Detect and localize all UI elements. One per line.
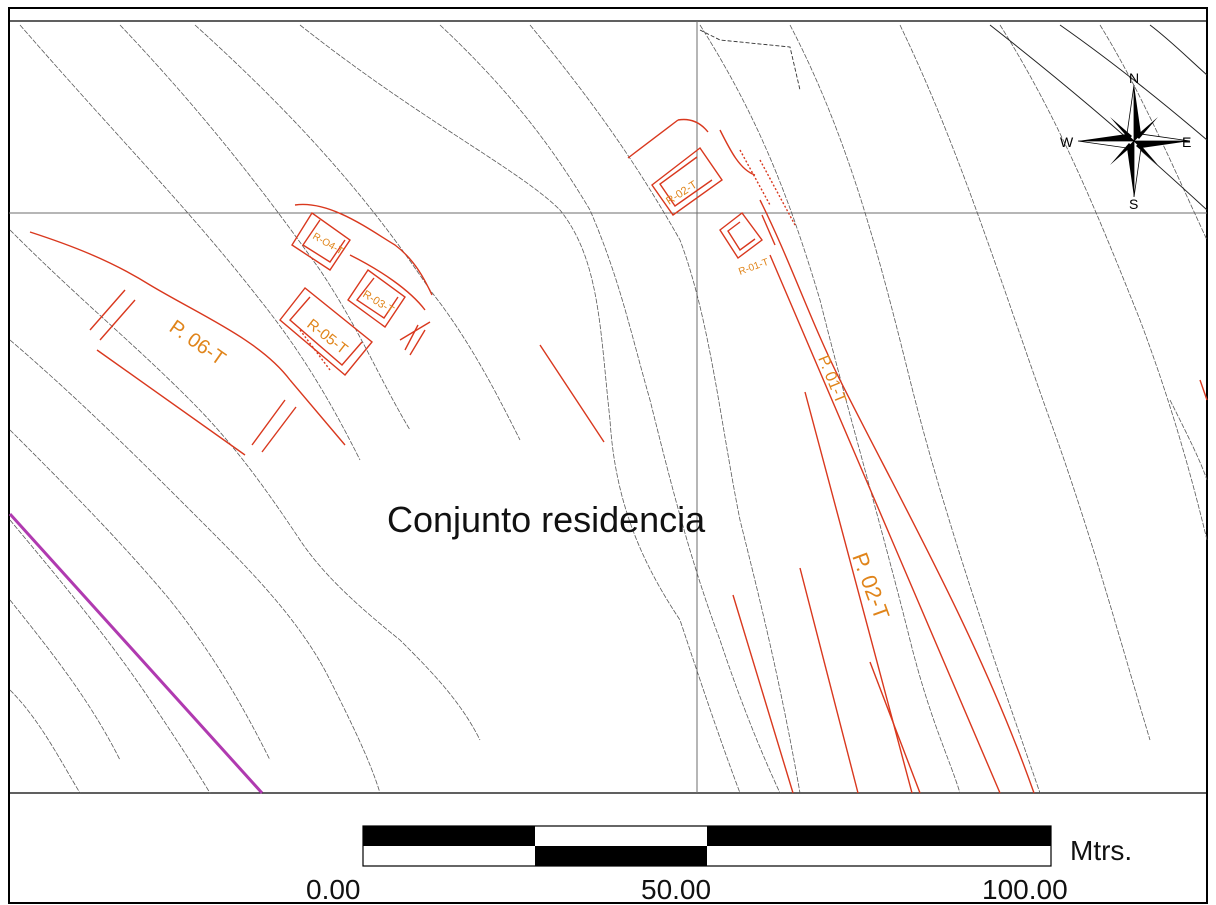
- road-edge: [699, 29, 801, 91]
- scale-unit: Mtrs.: [1070, 835, 1132, 866]
- compass-s: S: [1129, 196, 1138, 212]
- compass-e: E: [1182, 134, 1191, 150]
- scale-tick-50: 50.00: [641, 874, 711, 905]
- compass-rose-icon: N S W E: [1060, 70, 1191, 212]
- scale-bar: Mtrs. 0.00 50.00 100.00: [306, 825, 1132, 905]
- contour-lines: [9, 24, 1208, 794]
- scale-tick-0: 0.00: [306, 874, 361, 905]
- map-title: Conjunto residencia: [387, 499, 706, 540]
- compass-w: W: [1060, 134, 1074, 150]
- compass-n: N: [1129, 70, 1139, 86]
- scale-tick-100: 100.00: [982, 874, 1068, 905]
- property-boundary: [8, 512, 264, 795]
- map-frame: [8, 7, 1208, 904]
- structures: [29, 118, 1208, 794]
- contour-lines-dark: [989, 24, 1208, 211]
